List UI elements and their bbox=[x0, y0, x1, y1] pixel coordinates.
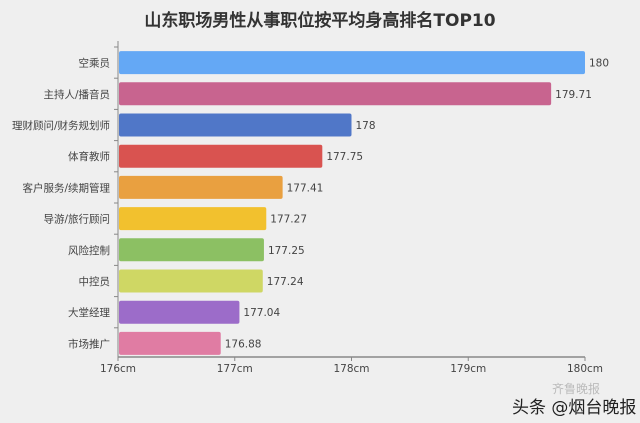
value-label: 177.24 bbox=[267, 276, 304, 288]
category-label: 客户服务/续期管理 bbox=[22, 181, 110, 194]
bar bbox=[119, 82, 552, 106]
bar bbox=[119, 331, 221, 355]
category-label: 市场推广 bbox=[68, 337, 110, 350]
value-label: 177.04 bbox=[243, 307, 280, 319]
watermark: 头条 @烟台晚报 bbox=[512, 398, 637, 418]
value-label: 178 bbox=[356, 120, 376, 132]
value-label: 177.75 bbox=[326, 151, 363, 163]
value-label: 179.71 bbox=[555, 89, 592, 101]
x-tick-label: 180cm bbox=[567, 363, 603, 375]
x-tick-label: 178cm bbox=[333, 363, 369, 375]
category-label: 中控员 bbox=[79, 275, 111, 288]
value-label: 177.27 bbox=[270, 214, 307, 226]
category-label: 体育教师 bbox=[68, 150, 110, 163]
value-label: 180 bbox=[589, 58, 609, 70]
value-label: 177.41 bbox=[287, 182, 324, 194]
value-label: 177.25 bbox=[268, 245, 305, 257]
category-label: 导游/旅行顾问 bbox=[43, 213, 110, 226]
bar bbox=[119, 238, 264, 262]
bar bbox=[119, 269, 263, 293]
category-label: 理财顾问/财务规划师 bbox=[12, 119, 110, 132]
bar bbox=[119, 144, 323, 168]
category-label: 风险控制 bbox=[68, 244, 110, 257]
x-tick-label: 177cm bbox=[217, 363, 253, 375]
category-label: 主持人/播音员 bbox=[43, 88, 110, 101]
bar bbox=[119, 207, 267, 231]
bar bbox=[119, 175, 283, 199]
category-label: 空乘员 bbox=[79, 57, 111, 70]
bar bbox=[119, 300, 240, 324]
bar bbox=[119, 113, 352, 137]
watermark-faint: 齐鲁晚报 bbox=[552, 382, 601, 396]
x-tick-label: 176cm bbox=[100, 363, 136, 375]
bar bbox=[119, 51, 585, 75]
chart-title: 山东职场男性从事职位按平均身高排名TOP10 bbox=[144, 11, 496, 31]
x-tick-label: 179cm bbox=[450, 363, 486, 375]
value-label: 176.88 bbox=[225, 338, 262, 350]
category-label: 大堂经理 bbox=[68, 306, 110, 319]
